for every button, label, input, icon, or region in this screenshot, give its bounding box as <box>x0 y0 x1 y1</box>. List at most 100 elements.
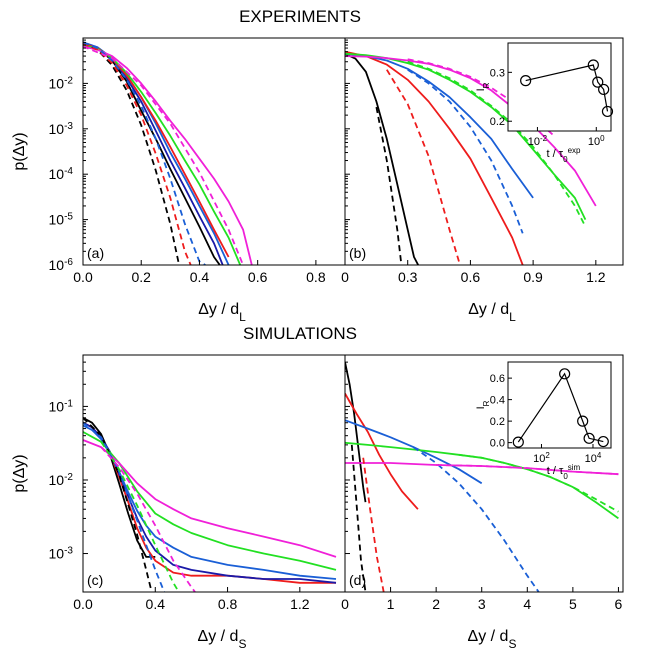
inset-y-tick-label: 0.3 <box>490 67 505 79</box>
x-axis-label: Δy / dL <box>198 301 246 324</box>
x-tick-label: 2 <box>432 596 440 612</box>
x-axis-label: Δy / dL <box>468 301 516 324</box>
series-green-solid <box>345 441 619 520</box>
x-tick-label: 0.2 <box>131 269 151 285</box>
series-magenta-dash <box>83 45 244 265</box>
series-blue-dash <box>407 68 524 234</box>
inset-point <box>597 435 609 448</box>
inset-point <box>601 105 614 118</box>
x-tick-label: 5 <box>569 596 577 612</box>
series-blue-dash <box>83 41 206 265</box>
series-black-solid <box>83 41 221 265</box>
series-black-solid <box>83 417 156 558</box>
y-axis-label: p(Δy) <box>11 132 28 170</box>
series-blue-dash <box>83 421 166 592</box>
series-magenta-dash <box>436 464 619 476</box>
x-tick-label: 0.4 <box>146 596 166 612</box>
panel-d: 0 1 2 3 4 5 6 (d) Δy / dS 0.6 0.4 0.2 0.0 102 104 IR t /… <box>341 354 624 651</box>
x-tick-label: 1.2 <box>290 596 310 612</box>
inset-x-label: t / τ0exp <box>547 146 581 164</box>
x-tick-label: 0.8 <box>218 596 238 612</box>
inset-point <box>559 368 571 380</box>
inset-x-tick-label: 104 <box>585 451 602 466</box>
x-tick-label: 1 <box>387 596 395 612</box>
axes-frame <box>344 354 624 593</box>
series-black-dash <box>350 444 367 592</box>
y-tick-label: 10-5 <box>49 211 74 228</box>
series-black-solid <box>345 52 419 265</box>
x-axis-label: Δy / dS <box>468 628 517 651</box>
inset-y-tick-label: 0.0 <box>490 438 505 450</box>
inset-point <box>587 59 599 71</box>
series-black-dash <box>83 417 153 592</box>
y-tick-label: 10-2 <box>49 75 74 92</box>
inset-point <box>583 432 595 444</box>
series-group <box>345 361 619 592</box>
inset-point <box>592 76 604 88</box>
inset-y-tick-label: 0.4 <box>490 395 505 407</box>
series-green-dash <box>407 60 587 228</box>
x-tick-label: 0 <box>341 269 349 285</box>
series-magenta-solid <box>83 45 253 265</box>
x-tick-label: 0.3 <box>398 269 418 285</box>
series-red-dash <box>362 457 385 592</box>
y-tick-label: 10-3 <box>49 545 74 562</box>
series-green-solid <box>83 44 242 265</box>
series-group <box>83 41 253 265</box>
inset-y-tick-label: 0.2 <box>490 116 505 128</box>
series-magenta-solid <box>83 439 337 558</box>
inset-y-label: IR <box>475 400 491 409</box>
series-green-dash <box>458 453 619 513</box>
x-tick-label: 0.8 <box>306 269 326 285</box>
series-navy-solid <box>83 421 337 584</box>
x-tick-label: 0.6 <box>461 269 481 285</box>
inset-point <box>598 83 610 96</box>
y-tick-label: 10-3 <box>49 120 74 137</box>
series-group <box>345 50 597 265</box>
series-blue-dash <box>412 446 540 592</box>
inset-y-tick-label: 0.2 <box>490 416 505 428</box>
x-tick-label: 0.0 <box>73 596 93 612</box>
x-tick-label: 1.2 <box>586 269 606 285</box>
inset-y-tick-label: 0.6 <box>490 373 505 385</box>
y-tick-label: 10-2 <box>49 471 74 488</box>
series-black-solid <box>345 361 367 503</box>
series-magenta-solid <box>345 55 597 207</box>
series-green-dash <box>100 441 180 592</box>
x-tick-label: 0.0 <box>73 269 93 285</box>
experiments-title: EXPERIMENTS <box>239 7 361 26</box>
x-axis-label: Δy / dS <box>198 628 247 651</box>
y-tick-label: 10-4 <box>49 166 74 183</box>
x-tick-label: 0.9 <box>523 269 543 285</box>
panel-label: (b) <box>349 245 366 261</box>
series-black-dash <box>375 106 403 265</box>
inset-point <box>520 75 532 87</box>
series-blue-solid <box>83 424 337 580</box>
inset-x-tick-label: 100 <box>588 134 605 149</box>
inset-point <box>512 436 524 448</box>
panel-label: (a) <box>87 245 104 261</box>
inset-y-label: IR <box>475 82 491 91</box>
inset-x-tick-label: 102 <box>533 451 550 466</box>
inset-x-label: t / τ0sim <box>547 463 581 481</box>
x-tick-label: 6 <box>615 596 623 612</box>
y-tick-label: 10-6 <box>49 257 74 274</box>
series-green-solid <box>83 431 337 571</box>
x-tick-label: 4 <box>523 596 531 612</box>
panel-label: (c) <box>87 572 103 588</box>
series-red-solid <box>83 421 336 584</box>
series-group <box>83 417 337 592</box>
series-red-solid <box>83 42 230 258</box>
axes-frame <box>82 354 346 593</box>
panel-b: 0 0.3 0.6 0.9 1.2 (b) Δy / dL 0.3 0.2 10-2 100 IR t … <box>341 37 624 324</box>
inset-x-tick-label: 10-2 <box>528 134 548 149</box>
series-red-dash <box>386 69 461 265</box>
series-red-solid <box>345 50 524 265</box>
inset-frame <box>507 42 612 132</box>
inset-d: 0.6 0.4 0.2 0.0 102 104 IR t / τ0sim <box>475 361 612 481</box>
inset-line <box>525 64 609 112</box>
series-blue-solid <box>345 52 534 199</box>
x-tick-label: 3 <box>478 596 486 612</box>
series-black-dash <box>83 41 180 265</box>
